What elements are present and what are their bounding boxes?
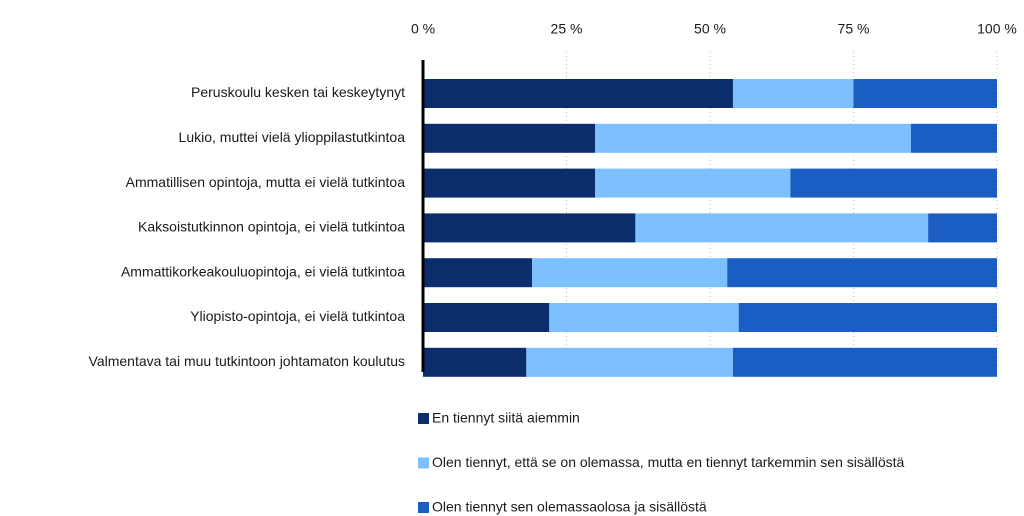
bar-segment [790,168,997,198]
category-label: Ammattikorkeakouluopintoja, ei vielä tut… [121,263,405,279]
category-label: Lukio, muttei vielä ylioppilastutkintoa [179,129,406,145]
legend-swatch [418,502,429,513]
bar-segment [635,213,929,243]
bar-segment [423,258,533,288]
bar-segment [532,258,728,288]
bar-segment [738,303,997,332]
bar-segment [727,258,997,288]
bar-segment [732,347,997,377]
bar-segment [853,79,997,108]
x-tick-label: 75 % [838,21,870,37]
bar-segment [423,303,550,332]
x-tick-label: 25 % [551,21,583,37]
category-label: Ammatillisen opintoja, mutta ei vielä tu… [126,174,406,190]
bar-segment [732,79,854,108]
category-label: Kaksoistutkinnon opintoja, ei vielä tutk… [138,219,405,235]
x-tick-label: 100 % [977,21,1017,37]
bar-segment [595,123,911,153]
bar-segment [595,168,791,198]
bar-segment [423,168,596,198]
bar-segment [423,123,596,153]
bar-segment [423,213,636,243]
legend-label: Olen tiennyt, että se on olemassa, mutta… [432,454,905,470]
category-label: Valmentava tai muu tutkintoon johtamaton… [89,353,405,369]
bar-segment [549,303,739,332]
bar-segment [423,347,527,377]
bar-segment [928,213,997,243]
legend-swatch [418,413,429,424]
bar-segment [526,347,733,377]
bar-segment [910,123,997,153]
bar-segment [423,79,733,108]
legend-label: En tiennyt siitä aiemmin [432,410,580,426]
x-tick-label: 0 % [411,21,435,37]
legend-label: Olen tiennyt sen olemassaolosa ja sisäll… [432,499,707,515]
category-label: Peruskoulu kesken tai keskeytynyt [191,84,405,100]
category-label: Yliopisto-opintoja, ei vielä tutkintoa [190,308,405,324]
legend-swatch [418,457,429,469]
x-tick-label: 50 % [694,21,726,37]
